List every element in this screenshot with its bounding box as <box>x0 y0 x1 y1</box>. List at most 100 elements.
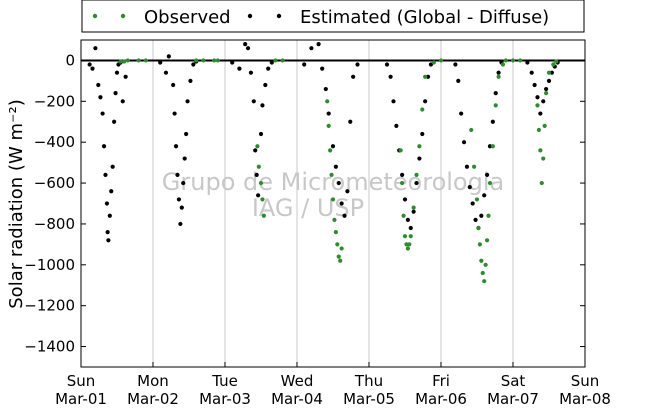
observed-point-3 <box>136 58 141 63</box>
estimated-point-108 <box>549 70 554 75</box>
plot-background <box>81 40 585 367</box>
estimated-point-78 <box>417 156 422 161</box>
estimated-point-52 <box>302 62 307 67</box>
estimated-point-21 <box>158 60 163 65</box>
estimated-point-22 <box>163 70 169 75</box>
observed-point-22 <box>333 230 338 235</box>
estimated-point-50 <box>266 66 271 71</box>
estimated-point-53 <box>309 46 314 51</box>
observed-point-55 <box>493 103 498 108</box>
estimated-point-70 <box>394 123 399 128</box>
observed-point-70 <box>554 59 559 64</box>
estimated-point-79 <box>420 131 425 137</box>
estimated-point-41 <box>245 46 251 51</box>
grid-lines <box>152 40 514 367</box>
estimated-point-83 <box>453 62 458 67</box>
observed-point-44 <box>474 197 480 202</box>
estimated-point-42 <box>248 70 254 75</box>
estimated-point-40 <box>243 41 248 47</box>
estimated-point-11 <box>107 213 112 218</box>
observed-point-26 <box>339 246 344 251</box>
observed-point-5 <box>194 58 199 63</box>
estimated-point-9 <box>105 230 110 235</box>
y-tick-label-1: −200 <box>34 92 75 110</box>
y-tick-label-3: −600 <box>34 174 75 192</box>
x-tick-day-3: Wed <box>281 372 314 390</box>
estimated-point-46 <box>256 193 261 198</box>
estimated-point-95 <box>487 144 493 149</box>
legend-observed-marker-1 <box>92 13 98 19</box>
watermark-line-1: Grupo de Micrometeorologia <box>162 168 504 196</box>
y-tick-label-2: −400 <box>34 133 75 151</box>
estimated-point-93 <box>482 193 487 198</box>
observed-point-13 <box>261 213 266 218</box>
y-axis-label: Solar radiation (W m⁻²) <box>6 99 27 309</box>
estimated-point-81 <box>425 74 431 79</box>
estimated-point-55 <box>320 66 325 71</box>
observed-point-2 <box>125 58 130 63</box>
watermark: Grupo de Micrometeorologia IAG / USP <box>162 168 504 222</box>
x-tick-date-6: Mar-07 <box>487 390 539 408</box>
estimated-point-32 <box>182 156 187 161</box>
observed-point-23 <box>335 242 340 247</box>
observed-point-4 <box>143 58 148 63</box>
observed-point-52 <box>486 213 491 218</box>
estimated-point-101 <box>529 70 534 75</box>
estimated-point-44 <box>253 148 258 153</box>
estimated-point-73 <box>402 197 408 202</box>
observed-point-67 <box>544 91 549 96</box>
estimated-point-57 <box>326 111 331 116</box>
observed-point-12 <box>260 197 265 202</box>
estimated-point-28 <box>176 197 182 202</box>
observed-point-59 <box>510 58 516 63</box>
observed-point-45 <box>476 225 481 231</box>
plot-frame <box>80 39 586 368</box>
estimated-point-34 <box>185 99 190 104</box>
estimated-point-3 <box>96 82 101 88</box>
estimated-point-33 <box>184 131 189 137</box>
x-tick-date-5: Mar-06 <box>415 390 467 408</box>
estimated-point-86 <box>461 140 467 145</box>
estimated-point-19 <box>120 99 125 104</box>
estimated-point-90 <box>473 217 478 222</box>
y-tick-label-0: 0 <box>65 51 75 69</box>
estimated-point-77 <box>414 180 419 186</box>
observed-point-6 <box>201 58 206 63</box>
observed-point-37 <box>417 144 422 149</box>
plot-area: Grupo de Micrometeorologia IAG / USP <box>80 39 586 368</box>
observed-point-49 <box>482 279 487 284</box>
y-tick-label-4: −800 <box>34 215 75 233</box>
observed-point-35 <box>411 205 416 210</box>
observed-point-63 <box>538 148 543 153</box>
legend-observed-marker-2 <box>120 13 126 19</box>
observed-point-34 <box>408 234 413 239</box>
observed-point-65 <box>541 156 546 161</box>
observed-point-16 <box>325 99 330 104</box>
estimated-point-48 <box>260 103 265 108</box>
estimated-point-5 <box>100 111 105 116</box>
estimated-point-75 <box>408 225 413 231</box>
estimated-point-51 <box>269 60 274 65</box>
observed-point-10 <box>256 164 261 169</box>
estimated-point-47 <box>258 131 264 137</box>
observed-point-28 <box>400 180 405 186</box>
estimated-point-10 <box>106 238 111 243</box>
estimated-point-13 <box>110 164 115 169</box>
observed-point-9 <box>255 144 260 149</box>
observed-point-31 <box>404 242 409 247</box>
x-tick-day-2: Tue <box>211 372 238 390</box>
series-estimated <box>87 41 560 243</box>
estimated-point-16 <box>114 70 120 75</box>
observed-point-33 <box>407 242 412 247</box>
observed-point-25 <box>338 258 343 263</box>
estimated-point-49 <box>263 82 268 88</box>
legend-observed-label: Observed <box>144 7 231 28</box>
observed-point-42 <box>469 127 474 133</box>
estimated-point-105 <box>541 99 546 104</box>
x-tick-day-1: Mon <box>137 372 169 390</box>
estimated-point-66 <box>355 62 360 67</box>
estimated-point-60 <box>336 180 341 186</box>
estimated-point-92 <box>479 213 484 218</box>
observed-point-30 <box>402 234 408 239</box>
